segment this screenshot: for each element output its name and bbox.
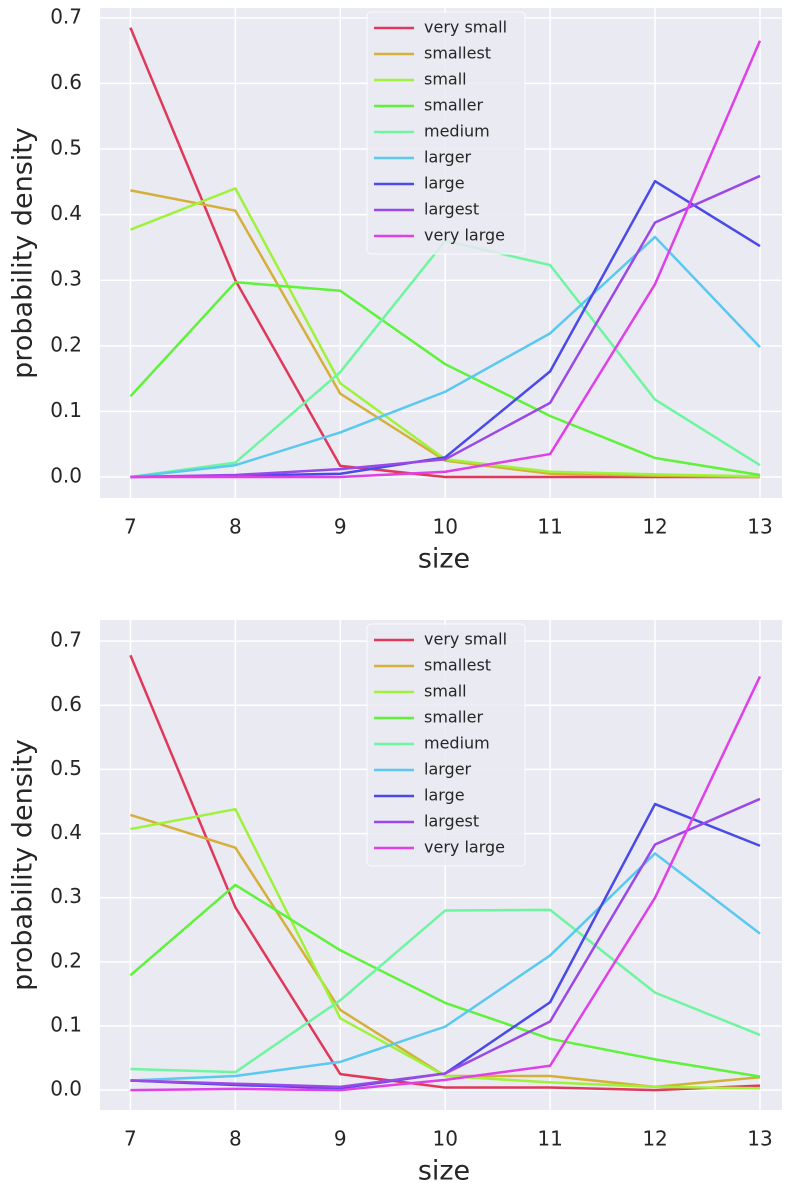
legend-label: largest <box>424 200 479 219</box>
x-tick-label: 10 <box>432 515 457 539</box>
legend-label: smaller <box>424 96 483 115</box>
legend-box <box>366 623 526 867</box>
y-tick-label: 0.7 <box>50 628 82 652</box>
series-line <box>130 797 761 1089</box>
y-tick-label: 0.4 <box>50 201 82 225</box>
x-tick-label: 10 <box>432 1127 457 1151</box>
legend-label: very large <box>424 838 505 857</box>
legend-label: small <box>424 70 467 89</box>
y-tick-label: 0.5 <box>50 756 82 780</box>
legend-label: small <box>424 682 467 701</box>
legend-box <box>366 11 526 255</box>
panel: 7 8 9 10 11 12 13 0.0 0.1 0.2 0.3 0.4 0.5 0.6 0.7 size p… <box>8 620 782 1187</box>
x-tick-label: 8 <box>229 1127 242 1151</box>
x-tick-label: 12 <box>642 515 667 539</box>
legend-label: smaller <box>424 708 483 727</box>
series-line <box>129 27 760 479</box>
legend-label: medium <box>424 122 490 141</box>
x-tick-label: 13 <box>747 1127 772 1151</box>
y-tick-label: 0.3 <box>50 884 82 908</box>
y-tick-label: 0.5 <box>50 136 82 160</box>
legend-label: larger <box>424 760 472 779</box>
series-line <box>130 40 762 479</box>
y-tick-label: 0.0 <box>50 464 82 488</box>
legend-label: smallest <box>424 44 491 63</box>
x-tick-label: 13 <box>747 515 772 539</box>
x-axis-label: size <box>418 544 470 575</box>
series-line <box>130 174 761 479</box>
x-axis-label: size <box>418 1156 470 1187</box>
x-tick-label: 11 <box>537 515 562 539</box>
y-tick-label: 0.7 <box>50 4 82 28</box>
legend-label: medium <box>424 734 490 753</box>
y-tick-label: 0.6 <box>50 692 82 716</box>
series-line <box>129 654 761 1092</box>
legend-label: smallest <box>424 656 491 675</box>
series-line <box>130 807 760 1090</box>
legend-label: largest <box>424 812 479 831</box>
x-tick-label: 9 <box>334 515 347 539</box>
y-tick-label: 0.0 <box>50 1077 82 1101</box>
y-tick-label: 0.3 <box>50 267 82 291</box>
legend-label: large <box>424 174 465 193</box>
legend-label: very small <box>424 630 507 649</box>
y-tick-label: 0.2 <box>50 948 82 972</box>
series-line <box>130 908 761 1074</box>
panel: 7 8 9 10 11 12 13 0.0 0.1 0.2 0.3 0.4 0.5 0.6 0.7 size p… <box>8 4 782 575</box>
series-line <box>129 280 761 477</box>
x-tick-label: 11 <box>537 1127 562 1151</box>
legend-label: very small <box>424 18 507 37</box>
series-line <box>130 852 761 1082</box>
series-line <box>130 675 762 1092</box>
legend-label: very large <box>424 226 505 245</box>
legend-label: large <box>424 786 465 805</box>
y-tick-label: 0.1 <box>50 1012 82 1036</box>
x-tick-label: 9 <box>334 1127 347 1151</box>
x-tick-label: 12 <box>642 1127 667 1151</box>
y-tick-label: 0.2 <box>50 332 82 356</box>
x-tick-label: 7 <box>124 515 137 539</box>
series-line <box>130 189 760 479</box>
y-tick-label: 0.6 <box>50 70 82 94</box>
y-tick-label: 0.4 <box>50 820 82 844</box>
x-tick-label: 7 <box>124 1127 137 1151</box>
series-line <box>130 235 761 479</box>
y-tick-label: 0.1 <box>50 398 82 422</box>
series-line <box>129 883 761 1078</box>
y-axis-label: probability density <box>8 127 39 379</box>
y-axis-label: probability density <box>8 739 39 991</box>
x-tick-label: 8 <box>229 515 242 539</box>
legend-label: larger <box>424 148 472 167</box>
